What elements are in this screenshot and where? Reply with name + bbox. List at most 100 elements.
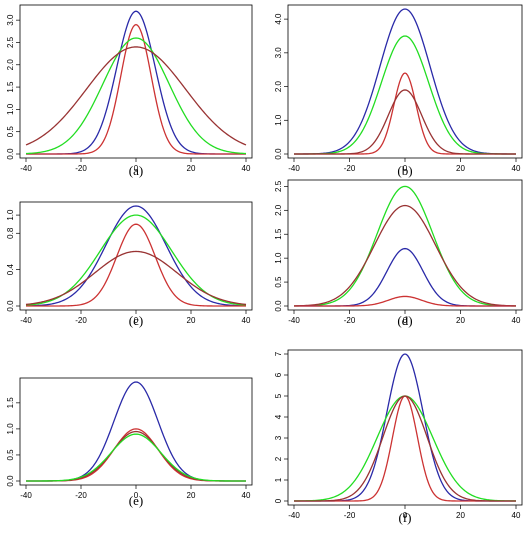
x-tick-label: 20	[456, 164, 465, 173]
panel-label: (f)	[399, 510, 412, 525]
y-tick-label: 4.0	[274, 13, 283, 25]
y-tick-label: 1.0	[6, 423, 15, 435]
x-tick-label: -20	[75, 316, 87, 325]
panel-label: (b)	[397, 163, 412, 178]
y-tick-label: 0.4	[6, 264, 15, 276]
y-tick-label: 1.0	[6, 103, 15, 115]
series-line	[26, 10, 246, 155]
y-tick-label: 1.0	[274, 114, 283, 126]
y-tick-label: 1.5	[6, 81, 15, 93]
series-line	[25, 37, 247, 155]
y-tick-label: 1	[274, 477, 283, 482]
panel-a: -40 -20 0 20 40 0.0 0.5 1.0 1.5 2.0 2.5 3.0 (a)	[6, 4, 253, 178]
series-line	[294, 395, 516, 502]
y-tick-label: 2	[274, 456, 283, 461]
plot-frame	[287, 349, 523, 506]
x-tick-label: -20	[75, 164, 87, 173]
series-line	[26, 223, 246, 307]
y-tick-label: 5	[274, 393, 283, 398]
y-tick-label: 3.0	[6, 14, 15, 26]
x-tick-label: 40	[512, 316, 521, 325]
plot-frame	[287, 179, 523, 311]
y-tick-label: 6	[274, 372, 283, 377]
y-tick-label: 1.0	[274, 252, 283, 264]
panel-d: -40 -20 0 20 40 0.0 0.5 1.0 1.5 2.0 2.5 (d)	[274, 179, 523, 328]
y-tick-label: 2.5	[274, 180, 283, 192]
series-line	[25, 214, 247, 306]
series-line	[25, 250, 247, 306]
x-tick-label: 40	[242, 491, 251, 500]
series-line	[293, 185, 517, 307]
y-tick-label: 0.5	[6, 449, 15, 461]
x-tick-label: -40	[288, 164, 300, 173]
y-tick-label: 4	[274, 414, 283, 419]
x-tick-label: -20	[75, 491, 87, 500]
series-line	[26, 428, 246, 482]
x-tick-label: 20	[187, 316, 196, 325]
x-tick-label: -20	[344, 511, 356, 520]
y-tick-label: 2.5	[6, 36, 15, 48]
x-tick-label: 0	[134, 316, 139, 325]
y-tick-label: 0.5	[6, 126, 15, 138]
y-tick-label: 1.5	[274, 228, 283, 240]
y-tick-label: 0.8	[6, 227, 15, 239]
y-tick-label: 0	[274, 498, 283, 503]
y-tick-label: 0.0	[6, 148, 15, 160]
x-tick-label: -40	[20, 164, 32, 173]
x-tick-label: 20	[187, 491, 196, 500]
y-tick-label: 0.0	[274, 300, 283, 312]
y-tick-label: 7	[274, 351, 283, 356]
panel-label: (d)	[397, 313, 412, 328]
x-tick-label: -20	[344, 164, 356, 173]
y-tick-label: 0.5	[274, 276, 283, 288]
series-line	[26, 433, 246, 482]
x-tick-label: 40	[512, 164, 521, 173]
y-tick-label: 0.0	[274, 148, 283, 160]
series-line	[293, 204, 517, 307]
series-line	[25, 205, 247, 307]
x-tick-label: 0	[134, 491, 139, 500]
series-line	[294, 35, 516, 155]
series-line	[294, 89, 516, 155]
y-tick-label: 3	[274, 435, 283, 440]
x-tick-label: -40	[20, 316, 32, 325]
plot-frame	[19, 4, 253, 159]
plot-frame	[19, 201, 253, 311]
y-tick-label: 1.0	[6, 209, 15, 221]
series-line	[26, 23, 246, 155]
panel-label: (c)	[129, 313, 143, 328]
plot-frame	[287, 4, 523, 159]
x-tick-label: 20	[456, 511, 465, 520]
y-tick-label: 2.0	[274, 80, 283, 92]
y-tick-label: 2.0	[6, 59, 15, 71]
y-tick-label: 2.0	[274, 204, 283, 216]
x-tick-label: -40	[288, 316, 300, 325]
series-line	[26, 430, 246, 482]
series-line	[25, 46, 247, 146]
x-tick-label: 0	[403, 164, 408, 173]
panel-e: -40 -20 0 20 40 0.0 0.5 1.0 1.5 (e)	[6, 377, 253, 508]
series-line	[294, 295, 516, 307]
panel-b: -40 -20 0 20 40 0.0 1.0 2.0 3.0 4.0 (b)	[274, 4, 523, 178]
series-line	[294, 395, 516, 502]
x-tick-label: 0	[134, 164, 139, 173]
panel-label: (a)	[129, 163, 143, 178]
x-tick-label: 0	[403, 511, 408, 520]
y-tick-label: 0.0	[6, 300, 15, 312]
y-tick-label: 1.5	[6, 397, 15, 409]
x-tick-label: 20	[456, 316, 465, 325]
y-tick-label: 3.0	[274, 47, 283, 59]
x-tick-label: -20	[344, 316, 356, 325]
x-tick-label: 40	[512, 511, 521, 520]
series-line	[294, 247, 516, 307]
x-tick-label: 0	[403, 316, 408, 325]
panel-label: (e)	[129, 493, 143, 508]
series-line	[294, 395, 516, 502]
x-tick-label: 40	[242, 164, 251, 173]
panel-c: -40 -20 0 20 40 0.0 0.4 0.8 1.0 (c)	[6, 201, 253, 328]
series-line	[294, 8, 516, 155]
x-tick-label: 20	[187, 164, 196, 173]
x-tick-label: 40	[242, 316, 251, 325]
y-tick-label: 0.0	[6, 475, 15, 487]
